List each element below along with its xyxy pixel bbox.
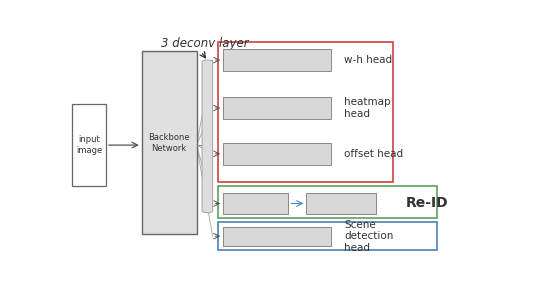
FancyBboxPatch shape xyxy=(72,104,106,186)
FancyBboxPatch shape xyxy=(218,186,437,218)
Text: 3 deconv layer: 3 deconv layer xyxy=(161,37,249,50)
Text: 3x3 Conv, Relu, 1x1 Conv: 3x3 Conv, Relu, 1x1 Conv xyxy=(223,104,331,113)
FancyBboxPatch shape xyxy=(223,97,331,119)
Text: input
image: input image xyxy=(76,135,102,155)
Text: w-h head: w-h head xyxy=(344,55,392,65)
FancyBboxPatch shape xyxy=(218,42,393,182)
FancyBboxPatch shape xyxy=(223,143,331,165)
FancyBboxPatch shape xyxy=(223,193,288,214)
Text: Re-ID: Re-ID xyxy=(405,196,448,211)
Text: Scene
detection
head: Scene detection head xyxy=(344,220,393,253)
Text: fully connected
layer, softmax: fully connected layer, softmax xyxy=(308,194,374,213)
FancyBboxPatch shape xyxy=(142,52,196,234)
FancyBboxPatch shape xyxy=(202,60,213,213)
Text: Backbone
Network: Backbone Network xyxy=(149,133,190,153)
FancyBboxPatch shape xyxy=(306,193,376,214)
Text: offset head: offset head xyxy=(344,149,403,159)
FancyBboxPatch shape xyxy=(223,227,331,246)
FancyBboxPatch shape xyxy=(218,222,437,250)
Text: 3x3 Conv, Relu, 1x1 Conv: 3x3 Conv, Relu, 1x1 Conv xyxy=(223,55,331,65)
FancyBboxPatch shape xyxy=(223,49,331,71)
Text: 3x3 Conv, Relu, 1x1 Conv: 3x3 Conv, Relu, 1x1 Conv xyxy=(223,149,331,158)
Text: 1x1 Conv, 128: 1x1 Conv, 128 xyxy=(226,199,286,208)
Text: heatmap
head: heatmap head xyxy=(344,97,391,119)
Text: Linear (512*7*7, 2): Linear (512*7*7, 2) xyxy=(237,232,317,241)
